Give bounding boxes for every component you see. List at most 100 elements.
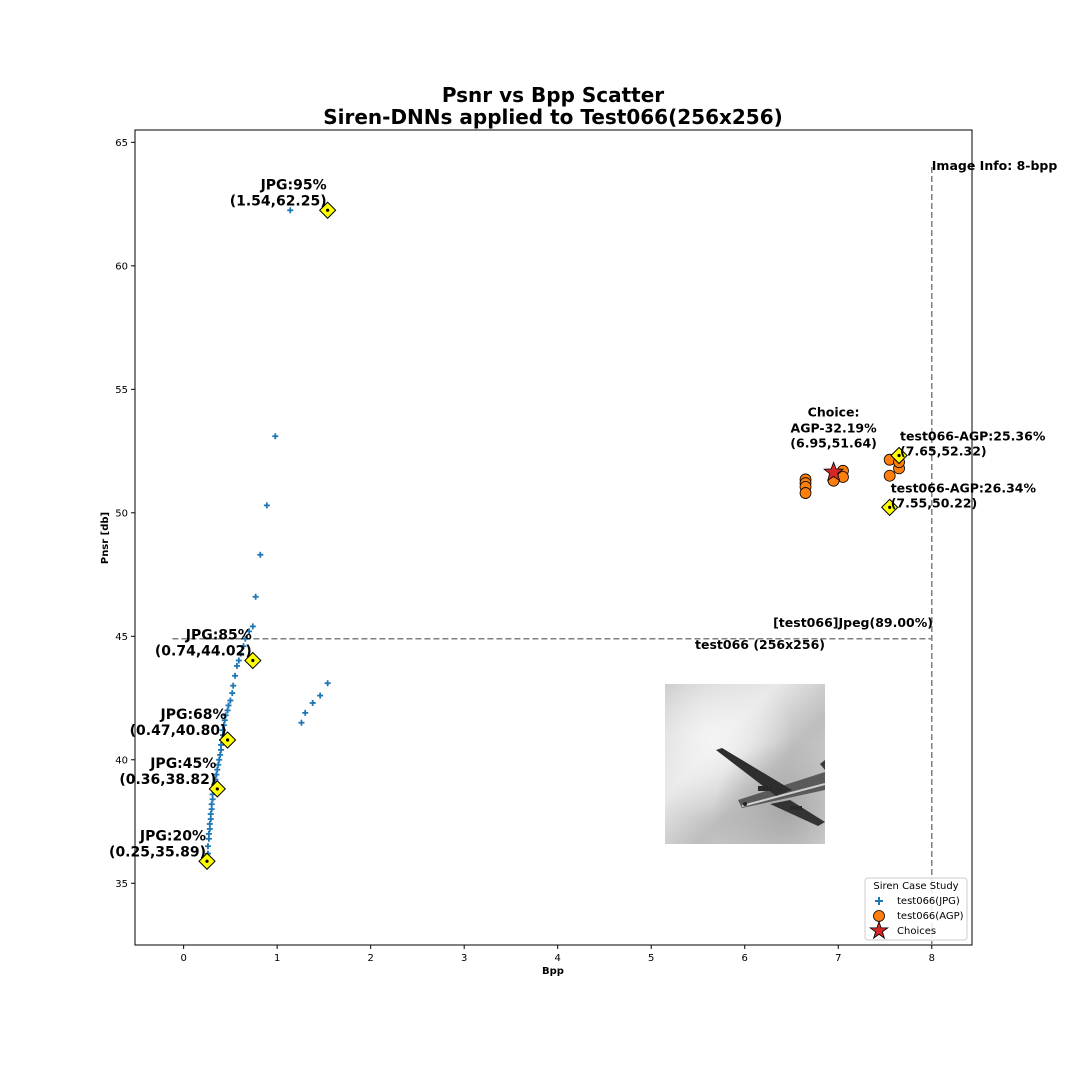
x-tick-label: 7 — [835, 953, 841, 964]
jpg-point — [219, 727, 226, 734]
y-axis-label: Pnsr [db] — [100, 512, 111, 564]
jpeg-reference-label: [test066]Jpeg(89.00%) — [773, 615, 933, 630]
jpg-highlight-marker — [244, 651, 262, 670]
x-tick-label: 6 — [742, 953, 748, 964]
image-size-label: test066 (256x256) — [695, 637, 825, 652]
jpg-point — [230, 682, 237, 689]
jpg-highlight-coords: (0.36,38.82) — [119, 772, 216, 788]
jpg-point — [205, 830, 212, 837]
y-tick-label: 45 — [115, 632, 128, 643]
legend-entry-choices: Choices — [897, 926, 936, 937]
jpg-point — [222, 712, 229, 719]
jpg-highlight-label: JPG:20% — [139, 828, 206, 844]
agp-point — [799, 487, 812, 499]
jpg-point — [229, 690, 236, 697]
jpg-point — [214, 766, 221, 773]
jpg-point — [257, 551, 264, 558]
legend-entry-agp: test066(AGP) — [897, 911, 964, 922]
jpg-point — [221, 717, 228, 724]
jpg-point — [287, 207, 294, 214]
agp-highlight-coords: (7.65,52.32) — [900, 444, 987, 459]
jpg-highlight-coords: (0.47,40.80) — [130, 723, 227, 739]
jpg-highlight-marker — [218, 731, 237, 749]
jpg-point — [208, 801, 215, 808]
agp-highlight-marker — [890, 446, 908, 465]
agp-highlight-marker — [880, 498, 899, 517]
x-tick-label: 8 — [929, 953, 935, 964]
legend-marker-jpg — [875, 897, 883, 905]
test-image-thumbnail — [665, 684, 825, 844]
chart-subtitle: Siren-DNNs applied to Test066(256x256) — [323, 105, 783, 129]
agp-point — [883, 469, 896, 482]
agp-highlight-label: test066-AGP:26.34% — [891, 480, 1037, 495]
agp-highlight-coords: (7.55,50.22) — [891, 495, 978, 510]
jpg-point — [227, 697, 234, 704]
y-tick-label: 35 — [115, 879, 128, 890]
legend-marker-agp — [873, 910, 885, 922]
jpg-point — [232, 672, 239, 679]
x-tick-label: 0 — [180, 953, 186, 964]
jpg-highlight-label: JPG:85% — [185, 627, 252, 643]
jpg-point — [263, 502, 270, 509]
airplane-icon — [716, 748, 825, 826]
y-tick-label: 65 — [115, 138, 128, 149]
jpg-point — [242, 635, 249, 642]
jpg-point — [298, 719, 305, 726]
jpg-point — [302, 709, 309, 716]
jpg-point — [317, 692, 324, 699]
jpg-point — [235, 657, 242, 664]
jpg-point — [237, 650, 244, 657]
x-axis-label: Bpp — [542, 966, 564, 977]
y-tick-label: 60 — [115, 261, 128, 272]
y-tick-label: 40 — [115, 755, 128, 766]
plot-area — [134, 129, 973, 946]
jpg-highlight-label: JPG:45% — [149, 756, 216, 772]
choice-point — [823, 461, 845, 482]
jpg-point — [218, 741, 225, 748]
y-tick-label: 50 — [115, 508, 128, 519]
jpg-point — [206, 820, 213, 827]
jpg-highlight-coords: (1.54,62.25) — [230, 193, 327, 209]
jpg-point — [309, 699, 316, 706]
agp-highlight-label: test066-AGP:25.36% — [900, 429, 1046, 444]
choice-coords: (6.95,51.64) — [790, 435, 877, 450]
jpg-point — [272, 433, 279, 440]
jpg-highlight-marker — [208, 780, 227, 798]
jpg-point — [249, 623, 256, 630]
jpg-point — [204, 843, 211, 850]
jpg-point — [246, 628, 253, 635]
x-tick-label: 2 — [367, 953, 373, 964]
jpg-highlight-label: JPG:95% — [260, 177, 327, 193]
jpg-point — [324, 680, 331, 687]
legend-entry-jpg: test066(JPG) — [897, 896, 960, 907]
jpg-point — [225, 702, 232, 709]
jpg-point — [212, 776, 219, 783]
image-info-label: Image Info: 8-bpp — [932, 158, 1058, 173]
choice-label: Choice: — [808, 404, 860, 419]
jpg-highlight-marker — [198, 852, 216, 870]
jpg-point — [215, 761, 222, 768]
jpg-point — [240, 643, 247, 650]
jpg-highlight-label: JPG:68% — [160, 707, 227, 723]
jpg-highlight-marker — [318, 201, 337, 219]
jpg-point — [207, 811, 214, 818]
jpg-point — [213, 771, 220, 778]
jpg-highlight-coords: (0.74,44.02) — [155, 643, 252, 659]
jpg-highlight-coords: (0.25,35.89) — [109, 844, 206, 860]
jpg-point — [224, 707, 231, 714]
jpg-point — [220, 722, 227, 729]
choice-method-label: AGP-32.19% — [791, 420, 878, 435]
chart-title: Psnr vs Bpp Scatter — [442, 83, 664, 107]
x-tick-label: 3 — [461, 953, 467, 964]
y-tick-label: 55 — [115, 385, 128, 396]
x-tick-label: 5 — [648, 953, 654, 964]
jpg-point — [216, 756, 223, 763]
jpg-point — [217, 751, 224, 758]
jpg-point — [252, 593, 259, 600]
legend-marker-choice — [868, 920, 890, 940]
jpg-point — [233, 662, 240, 669]
x-tick-label: 1 — [274, 953, 280, 964]
legend: Siren Case Study test066(JPG) test066(AG… — [864, 877, 968, 941]
legend-title: Siren Case Study — [873, 881, 958, 892]
